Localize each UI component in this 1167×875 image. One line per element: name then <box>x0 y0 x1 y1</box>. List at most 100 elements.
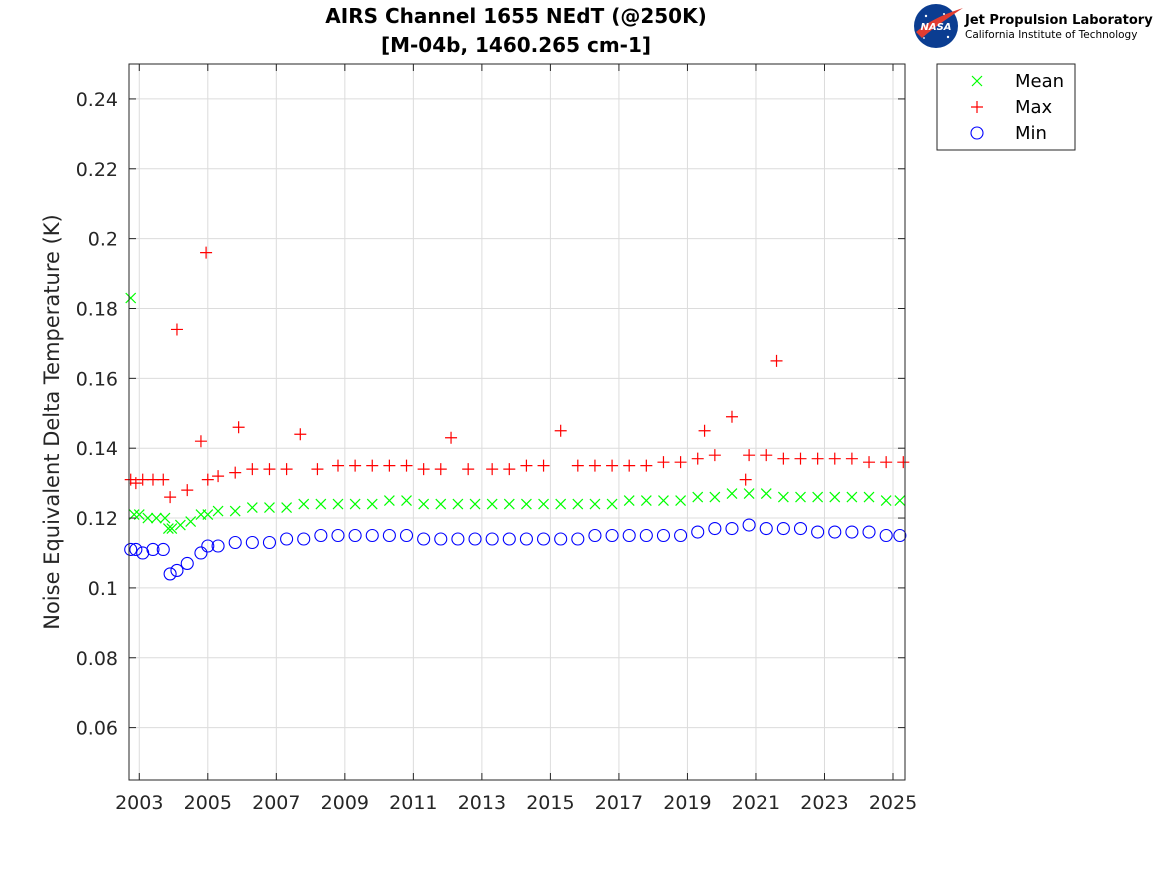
min-point <box>211 539 225 553</box>
mean-point <box>383 495 395 507</box>
y-tick-label: 0.18 <box>76 298 118 320</box>
x-tick-label: 2013 <box>458 792 506 814</box>
mean-point <box>743 488 755 500</box>
series-mean <box>125 292 906 534</box>
max-point <box>588 459 601 472</box>
max-point <box>503 463 516 476</box>
max-point <box>194 435 207 448</box>
min-point <box>708 521 722 536</box>
x-tick-label: 2025 <box>869 792 917 814</box>
legend-item-min: Min <box>970 123 1047 144</box>
max-point <box>739 473 752 486</box>
max-point <box>383 459 396 472</box>
mean-point <box>332 498 344 510</box>
min-point <box>417 532 431 546</box>
min-point <box>879 528 893 543</box>
nasa-swoosh-icon <box>916 8 963 38</box>
plot-area <box>129 64 905 780</box>
mean-point <box>880 495 892 507</box>
plot-frame <box>128 63 906 781</box>
mean-point <box>503 498 515 510</box>
max-point <box>311 463 324 476</box>
series-max <box>124 246 910 504</box>
mean-point <box>894 495 906 507</box>
max-point <box>366 459 379 472</box>
min-point <box>828 525 842 539</box>
max-point <box>417 463 430 476</box>
min-point <box>163 567 177 581</box>
mean-point <box>150 512 162 524</box>
mean-point <box>202 509 214 520</box>
x-tick-label: 2005 <box>184 792 232 814</box>
mean-point <box>401 495 412 507</box>
mean-point <box>125 292 137 304</box>
jpl-name: Jet Propulsion Laboratory <box>964 13 1153 28</box>
max-point <box>232 421 245 434</box>
max-point <box>129 477 142 490</box>
mean-point <box>435 498 447 510</box>
y-tick-label: 0.24 <box>76 89 118 111</box>
mean-point <box>212 505 224 517</box>
y-tick-label: 0.22 <box>76 159 118 181</box>
max-point <box>181 484 194 497</box>
series-min <box>124 518 907 581</box>
max-point <box>294 428 307 441</box>
y-tick-label: 0.1 <box>88 578 118 600</box>
y-tick-label: 0.06 <box>76 718 118 740</box>
min-point <box>845 525 859 539</box>
mean-point <box>366 498 378 510</box>
min-point <box>156 542 170 557</box>
chart-subtitle: [M-04b, 1460.265 cm-1] <box>381 33 651 57</box>
min-point <box>811 525 825 539</box>
mean-point <box>281 502 293 513</box>
mean-point <box>709 491 721 503</box>
mean-point <box>418 498 430 510</box>
max-point <box>897 456 910 469</box>
mean-point <box>726 488 738 500</box>
min-point <box>691 525 705 539</box>
y-axis-label: Noise Equivalent Delta Temperature (K) <box>40 214 64 630</box>
mean-point <box>452 498 464 510</box>
legend-label-mean: Mean <box>1015 71 1064 92</box>
x-tick-label: 2007 <box>252 792 300 814</box>
max-point <box>462 463 475 476</box>
mean-point <box>520 498 532 510</box>
mean-point <box>298 498 310 510</box>
jpl-affiliation: California Institute of Technology <box>965 29 1137 41</box>
min-point <box>434 532 448 546</box>
max-point <box>164 491 177 504</box>
mean-point <box>623 495 635 507</box>
min-point <box>502 532 516 546</box>
max-point <box>725 410 738 423</box>
max-point <box>760 449 773 462</box>
max-point <box>136 473 149 486</box>
x-tick-label: 2023 <box>800 792 848 814</box>
max-point <box>657 456 670 469</box>
min-point <box>519 532 533 546</box>
y-tick-label: 0.2 <box>88 229 118 251</box>
x-tick-label: 2003 <box>115 792 163 814</box>
max-point <box>777 452 790 465</box>
min-point <box>759 521 773 536</box>
max-point <box>794 452 807 465</box>
mean-point <box>760 488 772 500</box>
max-point <box>571 459 584 472</box>
mean-point <box>675 495 687 507</box>
min-point <box>382 528 396 543</box>
mean-point <box>555 498 567 510</box>
min-point <box>451 532 465 546</box>
min-point <box>793 521 808 536</box>
mean-point <box>174 519 186 531</box>
max-point <box>691 452 704 465</box>
min-point <box>228 535 242 550</box>
max-point <box>674 456 687 469</box>
y-tick-label: 0.08 <box>76 648 118 670</box>
min-point <box>365 528 379 543</box>
min-point <box>262 535 277 550</box>
mean-point <box>486 498 498 510</box>
min-point <box>742 518 756 532</box>
max-point <box>263 463 276 476</box>
mean-point <box>185 516 197 527</box>
legend: Mean Max Min <box>936 63 1076 151</box>
